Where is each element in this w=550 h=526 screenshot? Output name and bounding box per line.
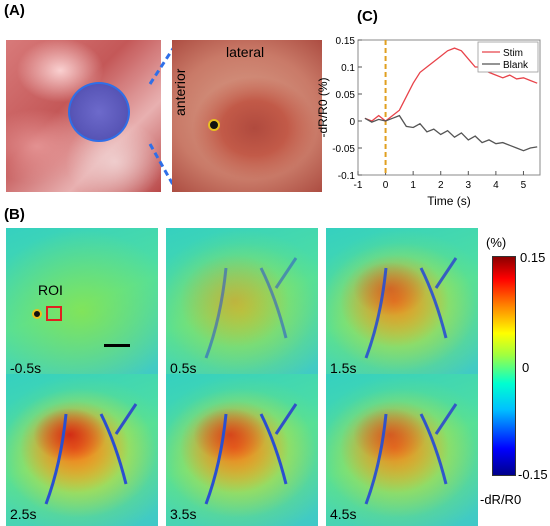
colorbar-mid: 0 — [522, 360, 530, 375]
y-tick-label: -0.05 — [332, 144, 355, 155]
y-tick-label: -0.1 — [338, 171, 356, 182]
frame-time-label: 1.5s — [330, 360, 357, 376]
panel-a-whole-photo — [6, 40, 161, 192]
x-tick-label: -1 — [354, 180, 363, 191]
colorbar-quantity: -dR/R0 — [480, 492, 522, 507]
legend-entry: Stim — [503, 48, 523, 59]
stimulus-site-marker — [208, 119, 220, 131]
frame-time-label: 2.5s — [10, 506, 37, 522]
frame-time-label: 3.5s — [170, 506, 197, 522]
y-tick-label: 0 — [349, 117, 355, 128]
colorbar-max: 0.15 — [520, 250, 546, 265]
response-frame: 4.5s — [326, 374, 478, 526]
frame-time-label: 0.5s — [170, 360, 197, 376]
plot-frame — [357, 39, 541, 176]
time-course-chart: -0.1 -0.05 0 0.05 0.1 0.15 -1 0 1 2 3 4 5 Time (s) -dR… — [318, 36, 541, 208]
series-line-blank — [364, 114, 538, 152]
roi-box — [46, 306, 62, 321]
x-axis-label: Time (s) — [427, 194, 471, 208]
vessel-pattern — [364, 257, 458, 359]
frame-time-label: -0.5s — [10, 360, 42, 376]
colorbar-unit: (%) — [486, 235, 507, 250]
panel-b-label: (B) — [4, 206, 25, 223]
series-line-stim — [364, 47, 538, 122]
panel-a-zoom-photo: anterior lateral — [172, 40, 322, 192]
y-tick-label: 0.15 — [336, 36, 356, 47]
frame-time-label: 4.5s — [330, 506, 357, 522]
x-tick-label: 3 — [466, 180, 472, 191]
colorbar-min: -0.15 — [518, 467, 548, 482]
y-axis-label: -dR/R0 (%) — [318, 77, 330, 137]
response-frame: 2.5s — [6, 374, 158, 526]
roi-label: ROI — [38, 282, 63, 298]
response-frame: 0.5s — [166, 228, 318, 380]
x-tick-label: 2 — [438, 180, 444, 191]
colorbar — [492, 256, 516, 476]
imaging-window-circle — [68, 82, 130, 142]
y-tick-label: 0.05 — [336, 90, 356, 101]
scale-bar — [104, 344, 130, 347]
panel-c-label: (C) — [357, 8, 378, 25]
vessel-pattern — [204, 257, 298, 359]
y-tick-label: 0.1 — [341, 63, 355, 74]
response-frame: -0.5s ROI — [6, 228, 158, 380]
x-tick-label: 1 — [410, 180, 416, 191]
legend-entry: Blank — [503, 60, 529, 71]
anterior-label: anterior — [172, 68, 188, 116]
lateral-label: lateral — [226, 44, 265, 60]
legend-box — [477, 41, 539, 73]
response-frame: 3.5s — [166, 374, 318, 526]
panel-a-label: (A) — [4, 2, 25, 19]
response-frame: 1.5s — [326, 228, 478, 380]
vessel-pattern — [204, 403, 298, 505]
stimulus-site-marker — [32, 309, 42, 319]
vessel-pattern — [44, 403, 138, 505]
x-tick-label: 0 — [383, 180, 389, 191]
x-tick-label: 5 — [521, 180, 527, 191]
vessel-pattern — [364, 403, 458, 505]
zoom-connector-lines — [148, 43, 178, 191]
x-tick-label: 4 — [493, 180, 499, 191]
